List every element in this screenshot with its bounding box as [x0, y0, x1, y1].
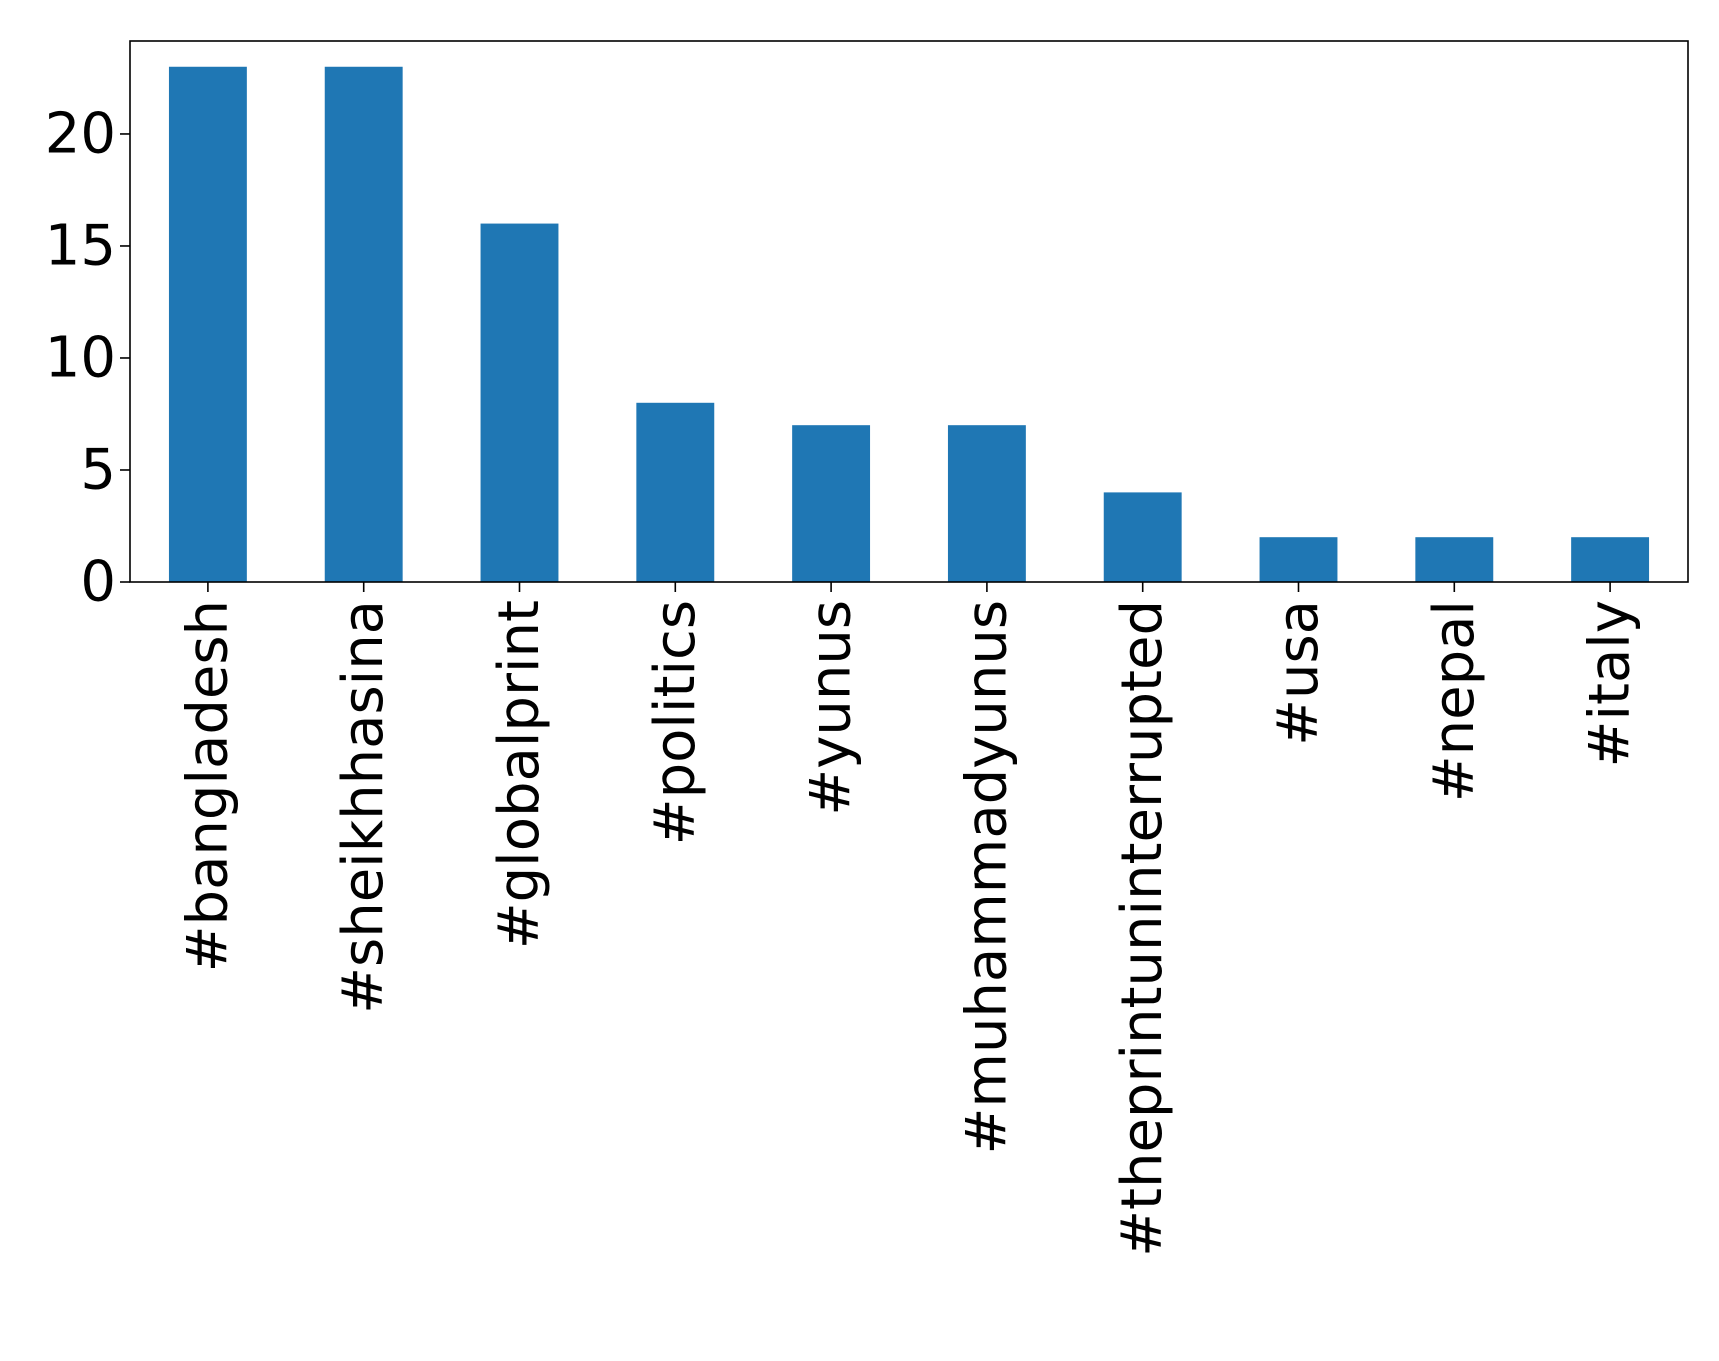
y-axis: 0 5 10 15 20 [45, 101, 130, 615]
bar-sheikhhasina [324, 66, 403, 582]
bar-usa [1259, 537, 1338, 582]
bar-globalprint [480, 223, 559, 583]
bar-theprintuninterrupted [1103, 492, 1182, 582]
x-axis: #bangladesh #sheikhhasina #globalprint #pol… [175, 582, 1643, 1257]
x-tick-label: #bangladesh [175, 600, 240, 972]
y-tick-label: 20 [45, 101, 116, 166]
bar-yunus [792, 425, 871, 582]
y-tick-label: 5 [80, 437, 116, 502]
x-tick-label: #nepal [1422, 600, 1487, 802]
plot-frame [129, 40, 1689, 583]
bar-italy [1571, 537, 1650, 582]
y-tick-label: 0 [80, 550, 116, 615]
x-tick-label: #politics [643, 600, 708, 845]
x-tick-label: #usa [1266, 600, 1331, 746]
x-tick-label: #theprintuninterrupted [1110, 600, 1175, 1257]
bars-group [168, 66, 1650, 583]
bar-politics [636, 402, 715, 582]
x-tick-label: #globalprint [487, 600, 552, 949]
x-tick-label: #italy [1578, 600, 1643, 767]
x-tick-label: #sheikhhasina [331, 600, 396, 1014]
bar-muhammadyunus [947, 425, 1026, 582]
x-tick-label: #yunus [799, 600, 864, 816]
x-tick-label: #muhammadyunus [954, 600, 1019, 1155]
y-tick-label: 10 [45, 325, 116, 390]
bar-bangladesh [168, 66, 247, 582]
y-tick-label: 15 [45, 213, 116, 278]
bar-nepal [1415, 537, 1494, 582]
